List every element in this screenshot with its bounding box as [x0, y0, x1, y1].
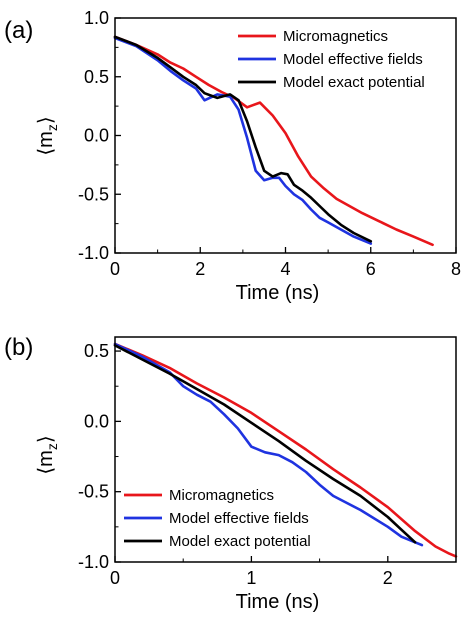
x-tick-label: 0 [110, 568, 120, 588]
y-tick-label: 0.5 [84, 341, 109, 361]
series-line-1 [113, 36, 373, 245]
panel-a-label: (a) [4, 17, 33, 44]
y-axis-title: ⟨mz⟩ [35, 435, 60, 474]
legend-label-2: Model exact potential [169, 533, 311, 550]
y-tick-label: 0.5 [84, 67, 109, 87]
legend-label-0: Micromagnetics [169, 487, 274, 504]
y-tick-label: -0.5 [78, 482, 109, 502]
series-line-2 [113, 35, 373, 243]
x-axis-title: Time (ns) [236, 282, 320, 304]
legend-label-2: Model exact potential [283, 74, 425, 91]
y-tick-label: -1.0 [78, 243, 109, 263]
x-tick-label: 6 [366, 259, 376, 279]
panel-b: (b) 0 1 2 0.5 0.0 -0.5 -1.0 Time (ns) ⟨mz⟩ Microm… [4, 334, 458, 613]
x-tick-label: 2 [383, 568, 393, 588]
legend-label-0: Micromagnetics [283, 28, 388, 45]
series-line-2 [113, 344, 417, 544]
y-axis-title: ⟨mz⟩ [35, 116, 60, 155]
y-tick-label: -0.5 [78, 184, 109, 204]
panel-b-label: (b) [4, 334, 33, 361]
y-tick-label: -1.0 [78, 552, 109, 572]
y-tick-label: 0.0 [84, 126, 109, 146]
series-line-0 [113, 35, 434, 247]
panel-a: (a) 0 2 4 6 8 1.0 0.5 0.0 -0.5 -1.0 Time (ns) ⟨mz⟩ M… [4, 8, 461, 304]
plot-frame [114, 336, 457, 563]
legend-label-1: Model effective fields [169, 510, 309, 527]
x-tick-label: 1 [246, 568, 256, 588]
y-tick-label: 0.0 [84, 411, 109, 431]
x-tick-label: 0 [110, 259, 120, 279]
x-tick-label: 4 [280, 259, 290, 279]
legend-label-1: Model effective fields [283, 51, 423, 68]
x-tick-label: 8 [451, 259, 461, 279]
series-line-0 [113, 342, 458, 558]
y-tick-label: 1.0 [84, 8, 109, 28]
series-line-1 [113, 342, 424, 547]
x-axis-title: Time (ns) [236, 591, 320, 613]
x-tick-label: 2 [195, 259, 205, 279]
